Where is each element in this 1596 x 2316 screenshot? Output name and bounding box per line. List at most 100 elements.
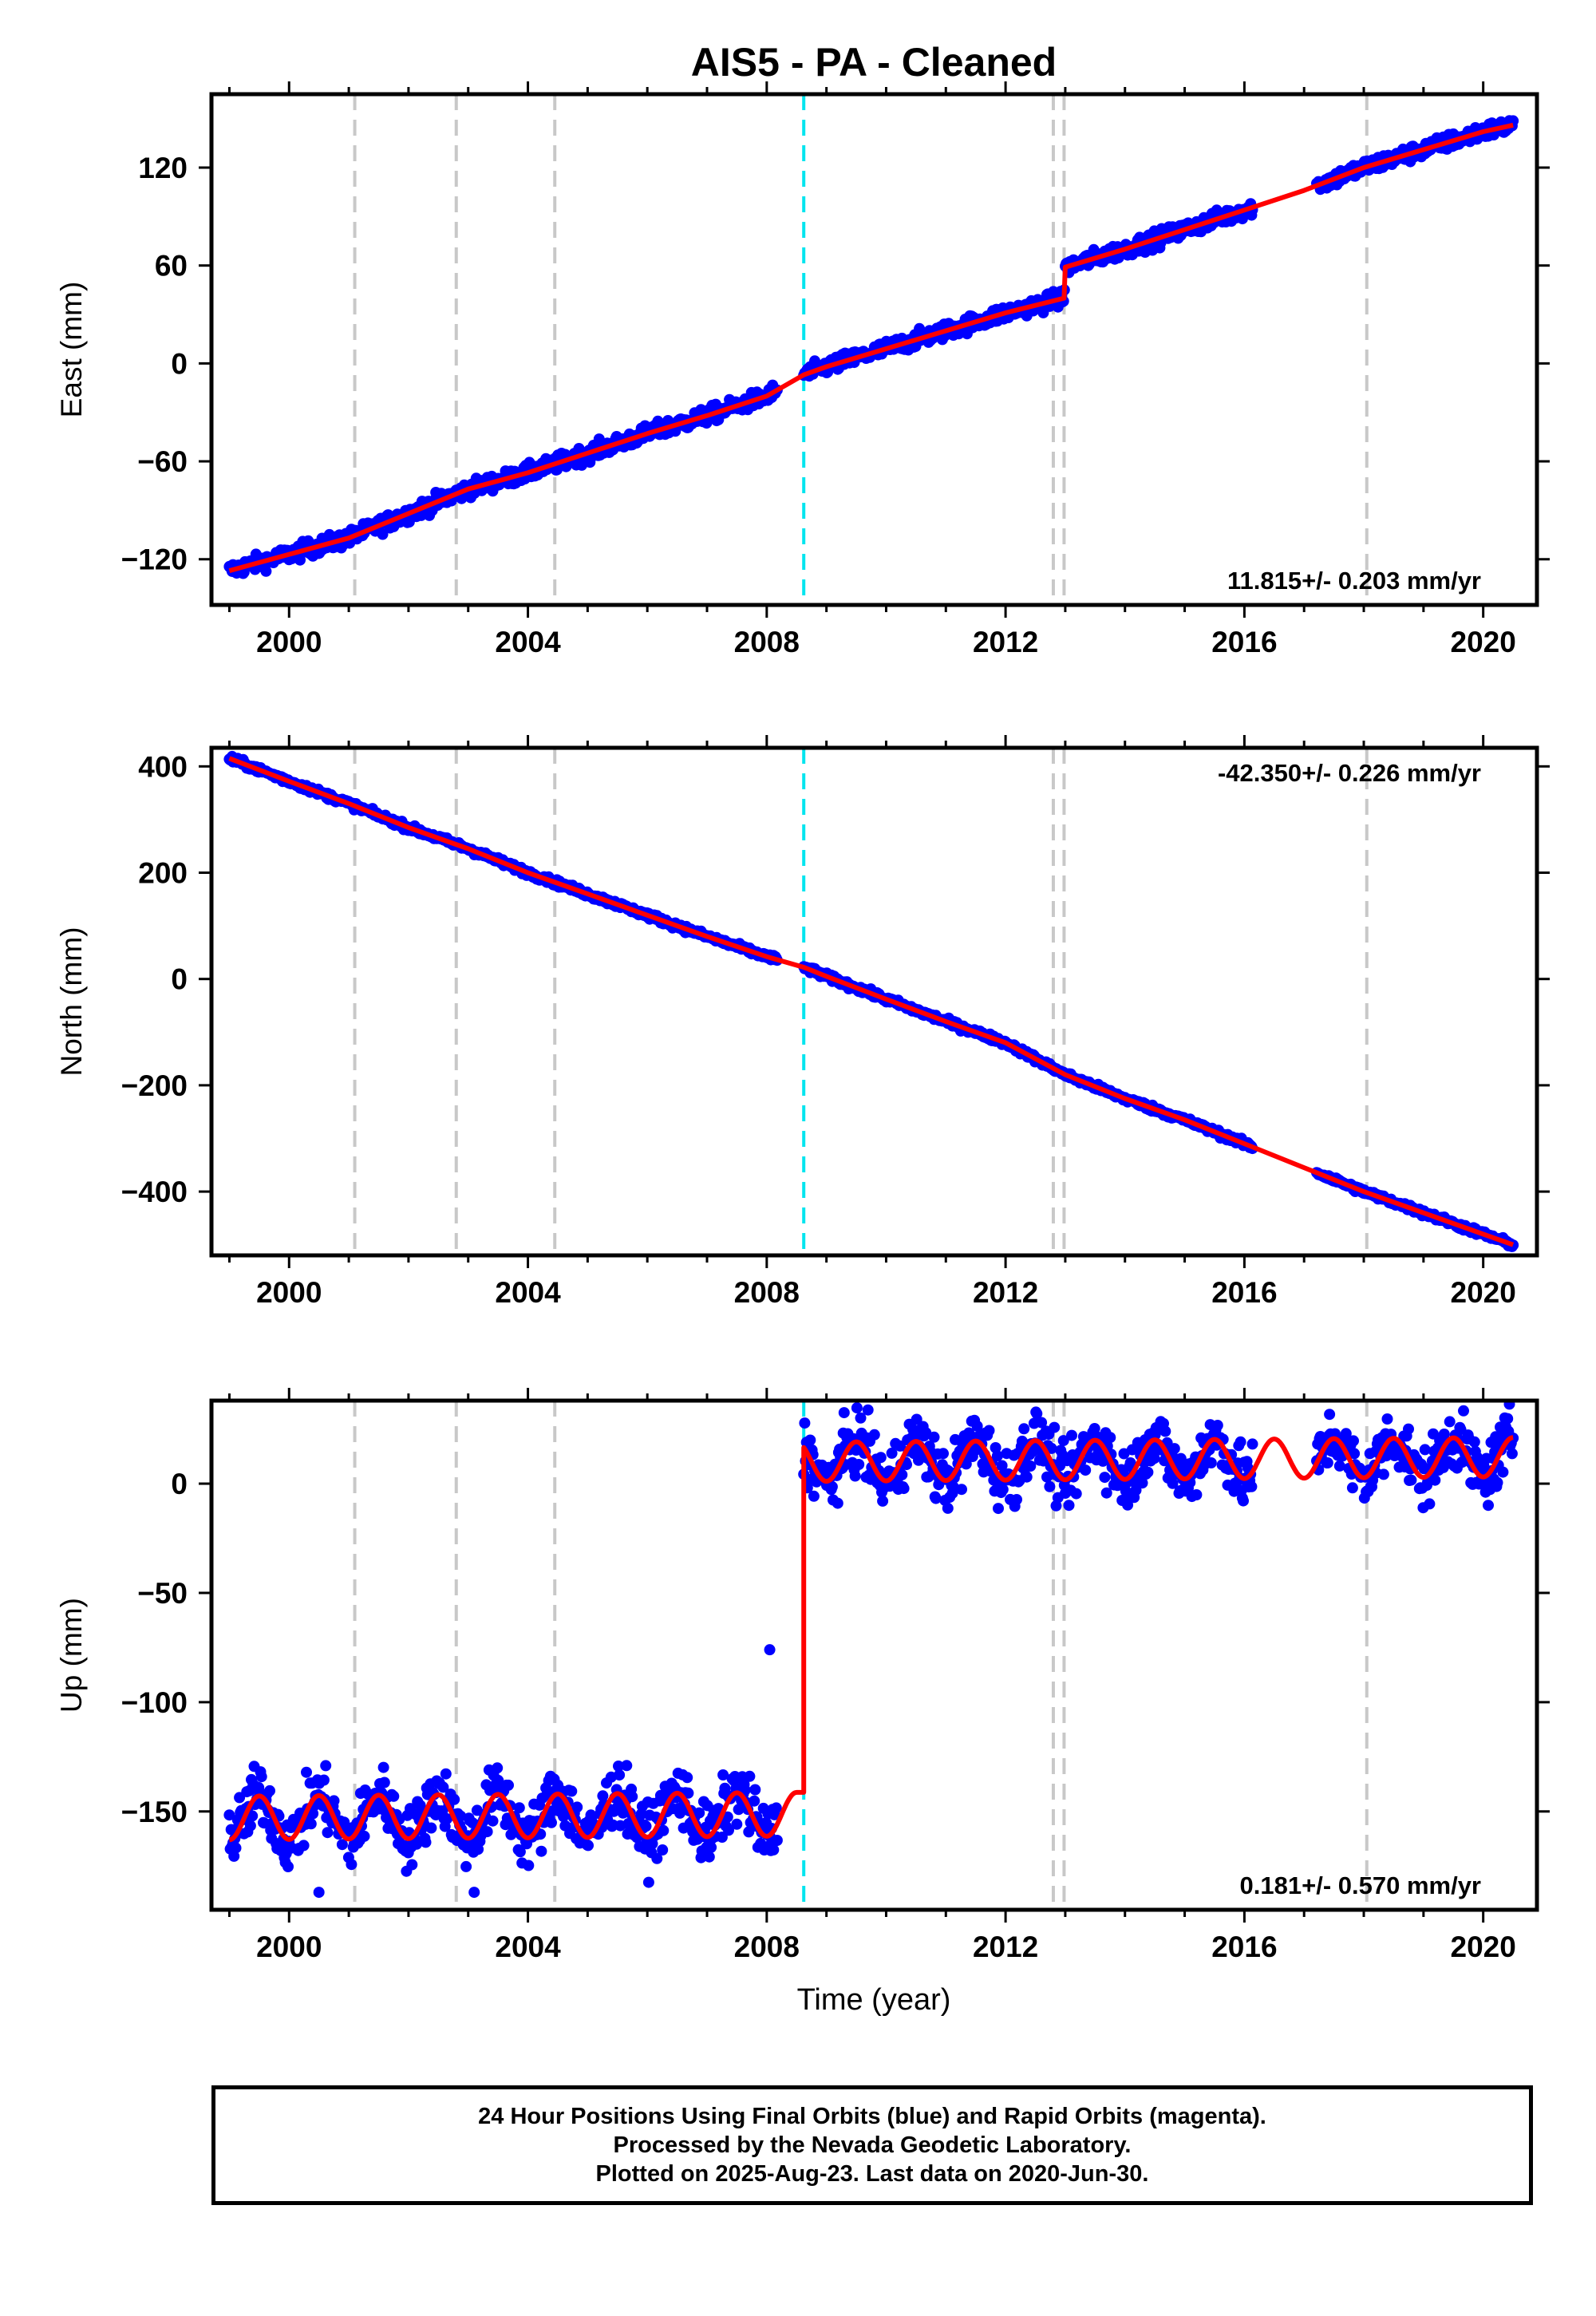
data-point bbox=[911, 1413, 922, 1425]
panels: 2000 2004 2008 2012 2016 2020−120−60060120Eas… bbox=[55, 81, 1550, 1963]
data-point bbox=[1235, 1436, 1246, 1448]
data-point bbox=[318, 1774, 330, 1786]
data-point bbox=[626, 1791, 638, 1803]
data-point bbox=[681, 1772, 693, 1784]
data-point bbox=[535, 1845, 547, 1857]
data-point bbox=[1124, 1457, 1136, 1468]
outlier-point-2 bbox=[468, 1887, 480, 1899]
data-point bbox=[1238, 1495, 1249, 1507]
data-point bbox=[260, 565, 272, 577]
data-point bbox=[1044, 1480, 1056, 1492]
x-tick-label: 2020 bbox=[1451, 1276, 1516, 1309]
data-point bbox=[282, 1861, 294, 1872]
data-point bbox=[1142, 1466, 1154, 1478]
data-point bbox=[259, 1817, 271, 1829]
panel-east: 2000 2004 2008 2012 2016 2020 −120 −60 0 60 120 Eas… bbox=[55, 81, 1550, 658]
data-point bbox=[1340, 1428, 1352, 1440]
data-point bbox=[597, 1790, 609, 1802]
data-point bbox=[1099, 1472, 1111, 1484]
data-point bbox=[440, 1768, 452, 1780]
data-point bbox=[460, 1860, 472, 1872]
data-point bbox=[255, 1771, 267, 1783]
data-point bbox=[1348, 1435, 1359, 1447]
data-point bbox=[1130, 1484, 1142, 1496]
data-point bbox=[920, 1427, 932, 1439]
data-point bbox=[1070, 1488, 1082, 1500]
data-point bbox=[886, 1447, 898, 1459]
data-point bbox=[1468, 1436, 1480, 1448]
panel-up: 2000 2004 2008 2012 2016 2020 −150 −100 −50 0 Up (… bbox=[55, 1388, 1550, 1963]
data-point bbox=[1502, 1413, 1514, 1425]
data-point bbox=[1429, 1474, 1441, 1486]
panel-north: 2000 2004 2008 2012 2016 2020 −400 −200 0 200 400 N… bbox=[55, 735, 1550, 1309]
data-point bbox=[441, 1813, 452, 1824]
data-point bbox=[1381, 1413, 1393, 1425]
rate-annotation-north: -42.350+/- 0.226 mm/yr bbox=[1218, 759, 1481, 787]
plot-area-north bbox=[223, 748, 1519, 1255]
data-point bbox=[1444, 1416, 1456, 1428]
data-point bbox=[1088, 1423, 1100, 1434]
data-point bbox=[487, 1815, 499, 1827]
data-point bbox=[971, 1421, 983, 1432]
data-point bbox=[895, 1440, 906, 1452]
data-point bbox=[930, 1492, 942, 1504]
data-point bbox=[1021, 1471, 1033, 1483]
data-point bbox=[377, 528, 389, 540]
data-point bbox=[898, 1483, 910, 1495]
data-points-up bbox=[223, 1401, 1519, 1899]
y-tick-label: −60 bbox=[137, 445, 188, 478]
data-point bbox=[298, 1840, 310, 1852]
data-point bbox=[1349, 1448, 1361, 1460]
data-point bbox=[614, 1769, 626, 1781]
y-tick-label: −150 bbox=[121, 1796, 188, 1828]
x-tick-label: 2016 bbox=[1211, 1931, 1277, 1963]
outlier-point-1 bbox=[313, 1887, 325, 1899]
data-point bbox=[1246, 1438, 1258, 1450]
data-point bbox=[305, 1818, 317, 1830]
data-point bbox=[1063, 1500, 1075, 1512]
model-line-east bbox=[228, 122, 1514, 573]
data-point bbox=[492, 1774, 504, 1786]
data-point bbox=[1211, 1420, 1223, 1431]
data-point bbox=[1246, 1480, 1258, 1492]
data-point bbox=[1205, 1457, 1217, 1468]
data-point bbox=[1104, 1432, 1116, 1444]
y-tick-label: 400 bbox=[138, 750, 188, 783]
data-point bbox=[1506, 1448, 1518, 1460]
data-point bbox=[808, 1490, 820, 1502]
data-point bbox=[1483, 1500, 1494, 1512]
data-point bbox=[849, 1470, 861, 1482]
data-point bbox=[346, 1859, 358, 1871]
data-point bbox=[983, 1425, 995, 1437]
data-point bbox=[613, 1761, 624, 1772]
rate-annotation-up: 0.181+/- 0.570 mm/yr bbox=[1240, 1871, 1481, 1899]
data-point bbox=[1324, 1409, 1336, 1421]
rate-annotation-east: 11.815+/- 0.203 mm/yr bbox=[1227, 567, 1481, 595]
x-tick-label: 2012 bbox=[973, 1931, 1038, 1963]
data-point bbox=[1503, 1401, 1515, 1410]
data-point bbox=[749, 1795, 760, 1807]
x-tick-label: 2020 bbox=[1451, 1931, 1516, 1963]
data-point bbox=[799, 1417, 811, 1429]
data-point bbox=[1118, 1448, 1130, 1460]
data-point bbox=[328, 1795, 340, 1807]
x-tick-label: 2008 bbox=[734, 1931, 800, 1963]
y-tick-label: 120 bbox=[138, 152, 188, 184]
data-point bbox=[420, 1836, 432, 1848]
data-point bbox=[1045, 1442, 1057, 1454]
data-point bbox=[377, 1761, 389, 1773]
plot-area-up bbox=[223, 1401, 1519, 1910]
data-point bbox=[832, 1497, 843, 1509]
data-point bbox=[1167, 1477, 1179, 1489]
data-point bbox=[1011, 1494, 1022, 1505]
data-point bbox=[717, 1769, 729, 1780]
footer-line-1: 24 Hour Positions Using Final Orbits (bl… bbox=[478, 2104, 1266, 2129]
data-point bbox=[513, 1802, 525, 1814]
data-point bbox=[771, 1835, 783, 1846]
x-axis-label: Time (year) bbox=[797, 1983, 951, 2017]
data-point bbox=[877, 1495, 889, 1507]
data-point bbox=[1377, 1468, 1389, 1480]
y-tick-label: 200 bbox=[138, 857, 188, 890]
x-tick-label: 2008 bbox=[734, 626, 800, 658]
data-point bbox=[336, 1839, 348, 1851]
